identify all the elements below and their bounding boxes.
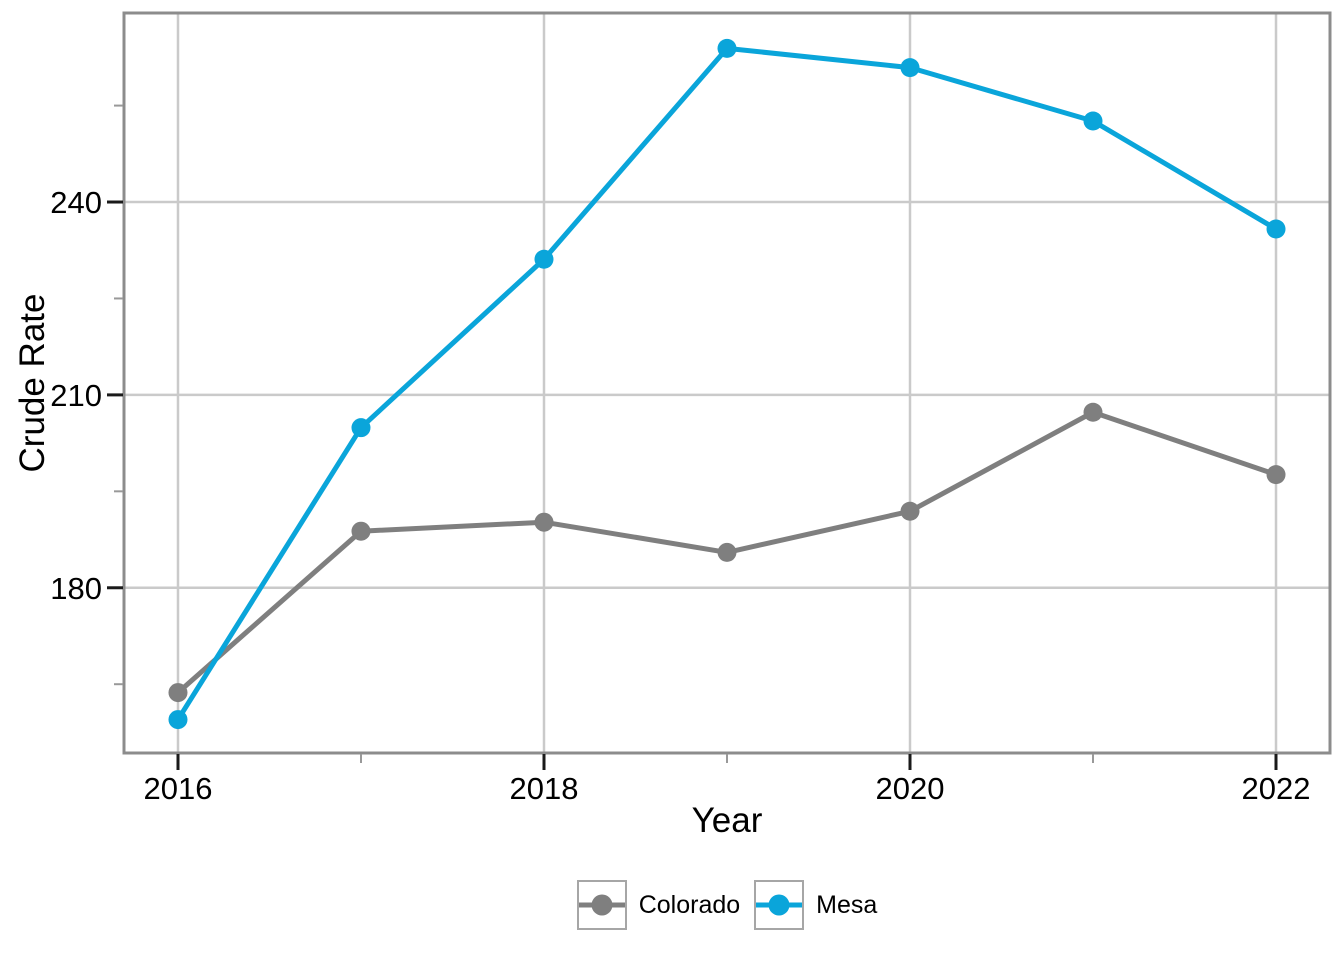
data-point-mesa-2020 (900, 58, 920, 78)
x-axis-title: Year (691, 801, 763, 840)
data-point-colorado-2018 (534, 512, 554, 532)
series-group (168, 38, 1286, 730)
x-tick-label-2018: 2018 (510, 771, 579, 806)
data-point-colorado-2017 (351, 521, 371, 541)
y-axis-title: Crude Rate (13, 293, 52, 473)
data-point-colorado-2019 (717, 542, 737, 562)
legend-key-mesa-icon (754, 880, 805, 930)
data-point-colorado-2022 (1266, 465, 1286, 485)
data-point-mesa-2021 (1083, 111, 1103, 131)
data-point-mesa-2019 (717, 38, 737, 58)
data-point-mesa-2016 (168, 710, 188, 730)
y-tick-label-210: 210 (50, 378, 102, 413)
legend: Colorado Mesa (124, 880, 1330, 930)
data-point-mesa-2017 (351, 418, 371, 438)
legend-label-colorado: Colorado (638, 890, 741, 919)
data-point-colorado-2020 (900, 501, 920, 521)
legend-entry-mesa: Mesa (754, 880, 877, 930)
series-line-mesa (175, 45, 1279, 723)
x-tick-label-2020: 2020 (876, 771, 945, 806)
data-point-colorado-2016 (168, 683, 188, 703)
legend-key-colorado-icon (576, 880, 627, 930)
data-point-mesa-2022 (1266, 219, 1286, 239)
y-tick-label-180: 180 (50, 571, 102, 606)
data-point-colorado-2021 (1083, 402, 1103, 422)
tick-labels-group: 180 210 240 2016 2018 2020 2022 (50, 185, 1310, 806)
data-point-mesa-2018 (534, 249, 554, 269)
x-tick-label-2022: 2022 (1242, 771, 1311, 806)
legend-entry-colorado: Colorado (576, 880, 741, 930)
panel-border (122, 11, 1332, 755)
panel-border-group (122, 11, 1332, 755)
y-tick-label-240: 240 (50, 185, 102, 220)
axis-ticks-group (107, 104, 1278, 770)
x-tick-label-2016: 2016 (144, 771, 213, 806)
gridlines-group (124, 13, 1330, 753)
legend-label-mesa: Mesa (816, 890, 878, 919)
